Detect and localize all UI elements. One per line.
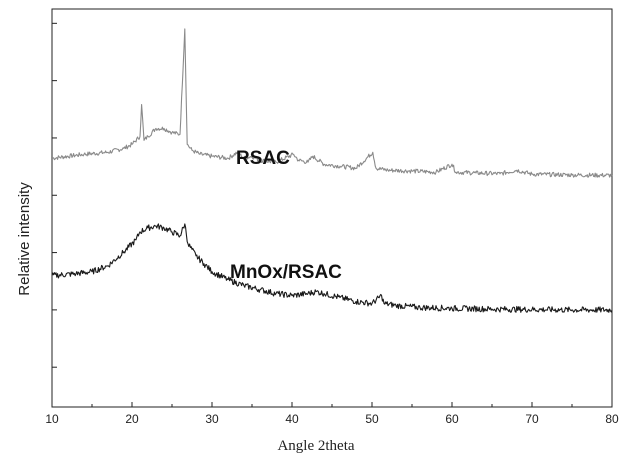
series-line-mnox-rsac xyxy=(51,223,613,313)
y-axis-label: Relative intensity xyxy=(16,182,33,296)
x-axis-label: Angle 2theta xyxy=(277,438,354,454)
plot-frame xyxy=(51,8,613,408)
x-tick-label: 60 xyxy=(445,412,459,426)
y-axis-ticks xyxy=(52,22,57,368)
x-tick-label: 80 xyxy=(605,412,619,426)
series-layer xyxy=(51,28,613,313)
plot-border xyxy=(51,8,613,408)
series-line-rsac xyxy=(51,28,613,178)
x-tick-label: 30 xyxy=(205,412,219,426)
x-tick-label: 50 xyxy=(365,412,379,426)
x-tick-label: 40 xyxy=(285,412,299,426)
x-axis-ticks xyxy=(51,402,613,407)
x-tick-label: 10 xyxy=(45,412,59,426)
x-axis-tick-labels: 10 20 30 40 50 60 70 80 xyxy=(45,412,619,426)
x-tick-label: 20 xyxy=(125,412,139,426)
x-tick-label: 70 xyxy=(525,412,539,426)
series-label-mnox-rsac: MnOx/RSAC xyxy=(230,262,342,283)
series-label-rsac: RSAC xyxy=(236,148,290,169)
